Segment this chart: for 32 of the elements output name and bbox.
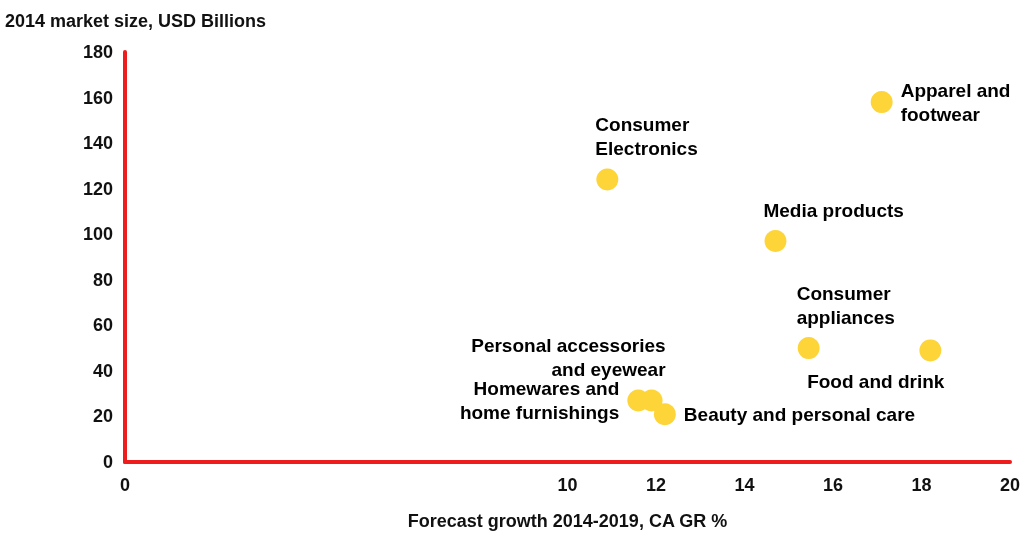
- point: [596, 168, 619, 191]
- annotation: Personal accessories and eyewear: [471, 335, 667, 380]
- point: [653, 403, 676, 426]
- point: [797, 337, 820, 360]
- annotation: Consumer Electronics: [595, 114, 698, 160]
- point: [764, 230, 787, 253]
- x-tick-label: 14: [734, 475, 755, 495]
- x-tick-label: 18: [911, 475, 932, 495]
- x-tick-label: 20: [999, 475, 1021, 495]
- y-tick-label: 20: [92, 406, 113, 427]
- y-tick-label: 0: [102, 452, 113, 472]
- x-tick-label: 16: [822, 475, 844, 495]
- x-tick-label: 0: [119, 475, 131, 495]
- annotation: Apparel and footwear: [900, 79, 1011, 125]
- point: [870, 91, 893, 114]
- y-tick-label: 140: [82, 133, 113, 154]
- y-tick-label: 160: [82, 87, 113, 108]
- x-tick-label: 10: [557, 475, 578, 495]
- y-tick-label: 120: [82, 178, 113, 199]
- annotation: Food and drink: [807, 370, 945, 392]
- y-tick-label: 40: [92, 360, 113, 381]
- annotation: Beauty and personal care: [683, 403, 916, 425]
- annotation: Media products: [763, 199, 904, 221]
- y-tick-label: 80: [92, 269, 113, 290]
- x-axis-title: Forecast growth 2014-2019, CA GR %: [407, 511, 728, 531]
- y-axis-title: 2014 market size, USD Billions: [5, 11, 267, 31]
- annotation: Consumer appliances: [796, 282, 895, 328]
- point: [919, 339, 942, 362]
- x-tick-label: 12: [645, 475, 667, 495]
- y-tick-label: 60: [92, 315, 113, 336]
- y-tick-label: 100: [82, 224, 113, 245]
- y-tick-label: 180: [82, 42, 113, 62]
